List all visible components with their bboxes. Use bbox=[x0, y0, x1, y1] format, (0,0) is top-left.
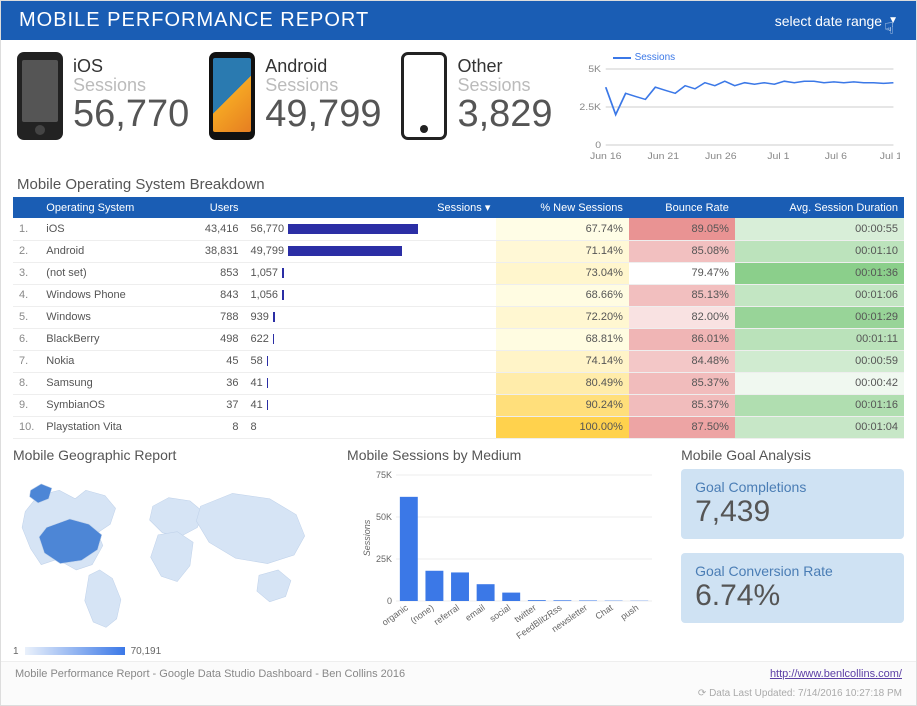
map-legend: 1 70,191 bbox=[13, 646, 335, 657]
table-row[interactable]: 2.Android38,83149,79971.14%85.08%00:01:1… bbox=[13, 240, 904, 262]
kpi-android-label: Android bbox=[265, 57, 381, 76]
data-updated-text: Data Last Updated: 7/14/2016 10:27:18 PM bbox=[709, 688, 902, 699]
table-row[interactable]: 10.Playstation Vita88100.00%87.50%00:01:… bbox=[13, 416, 904, 438]
svg-text:social: social bbox=[488, 602, 513, 623]
column-header[interactable]: Users bbox=[181, 197, 245, 218]
kpi-row: iOS Sessions 56,770 Android Sessions 49,… bbox=[1, 40, 916, 172]
table-row[interactable]: 3.(not set)8531,05773.04%79.47%00:01:36 bbox=[13, 262, 904, 284]
table-row[interactable]: 5.Windows78893972.20%82.00%00:01:29 bbox=[13, 306, 904, 328]
report-container: MOBILE PERFORMANCE REPORT select date ra… bbox=[0, 0, 917, 706]
android-phone-icon bbox=[209, 52, 255, 140]
svg-text:(none): (none) bbox=[409, 602, 436, 625]
sessions-sparkline[interactable]: Sessions 0 2.5K 5K Jun 16 Jun 21 Jun 26 Jul 1 J… bbox=[573, 52, 900, 166]
svg-text:2.5K: 2.5K bbox=[579, 103, 601, 113]
column-header[interactable]: Sessions ▾ bbox=[245, 197, 497, 218]
goal-completions-value: 7,439 bbox=[695, 495, 890, 529]
kpi-ios: iOS Sessions 56,770 bbox=[17, 52, 189, 140]
bottom-panels: Mobile Geographic Report 1 70,191 bbox=[1, 439, 916, 661]
svg-text:0: 0 bbox=[387, 596, 392, 606]
svg-text:Jul 6: Jul 6 bbox=[824, 152, 847, 162]
column-header[interactable]: Avg. Session Duration bbox=[735, 197, 904, 218]
table-row[interactable]: 6.BlackBerry49862268.81%86.01%00:01:11 bbox=[13, 328, 904, 350]
footer-text: Mobile Performance Report - Google Data … bbox=[15, 668, 405, 680]
chevron-down-icon: ▼ bbox=[888, 15, 898, 26]
goals-title: Mobile Goal Analysis bbox=[681, 447, 904, 463]
table-row[interactable]: 4.Windows Phone8431,05668.66%85.13%00:01… bbox=[13, 284, 904, 306]
medium-title: Mobile Sessions by Medium bbox=[347, 447, 669, 463]
column-header[interactable] bbox=[13, 197, 40, 218]
sparkline-legend: Sessions bbox=[613, 52, 900, 63]
kpi-other: Other Sessions 3,829 bbox=[401, 52, 552, 140]
svg-text:Jun 21: Jun 21 bbox=[647, 152, 679, 162]
footer-link[interactable]: http://www.benlcollins.com/ bbox=[770, 668, 902, 680]
iphone-icon bbox=[17, 52, 63, 140]
table-row[interactable]: 8.Samsung364180.49%85.37%00:00:42 bbox=[13, 372, 904, 394]
map-legend-min: 1 bbox=[13, 646, 19, 657]
svg-text:push: push bbox=[619, 602, 641, 621]
svg-text:25K: 25K bbox=[376, 554, 392, 564]
gradient-icon bbox=[25, 647, 125, 655]
column-header[interactable]: % New Sessions bbox=[496, 197, 629, 218]
kpi-android: Android Sessions 49,799 bbox=[209, 52, 381, 140]
goal-conversion-value: 6.74% bbox=[695, 579, 890, 613]
sparkline-legend-label: Sessions bbox=[635, 52, 676, 63]
os-breakdown-table: Operating SystemUsersSessions ▾% New Ses… bbox=[13, 197, 904, 439]
goal-conversion-card: Goal Conversion Rate 6.74% bbox=[681, 553, 904, 623]
kpi-ios-value: 56,770 bbox=[73, 95, 189, 135]
goals-panel: Mobile Goal Analysis Goal Completions 7,… bbox=[681, 447, 904, 657]
date-range-selector[interactable]: select date range ▼ bbox=[775, 13, 898, 29]
svg-text:organic: organic bbox=[380, 602, 410, 627]
goal-conversion-label: Goal Conversion Rate bbox=[695, 563, 890, 579]
geo-panel[interactable]: Mobile Geographic Report 1 70,191 bbox=[13, 447, 335, 657]
goal-completions-card: Goal Completions 7,439 bbox=[681, 469, 904, 539]
goal-completions-label: Goal Completions bbox=[695, 479, 890, 495]
svg-text:Chat: Chat bbox=[593, 602, 615, 621]
geo-title: Mobile Geographic Report bbox=[13, 447, 335, 463]
date-range-label: select date range bbox=[775, 13, 882, 29]
kpi-ios-label: iOS bbox=[73, 57, 189, 76]
data-updated: ⟳ Data Last Updated: 7/14/2016 10:27:18 … bbox=[1, 686, 916, 705]
line-swatch-icon bbox=[613, 57, 631, 59]
table-row[interactable]: 7.Nokia455874.14%84.48%00:00:59 bbox=[13, 350, 904, 372]
breakdown-title: Mobile Operating System Breakdown bbox=[1, 172, 916, 197]
report-title: MOBILE PERFORMANCE REPORT bbox=[19, 9, 369, 32]
svg-text:5K: 5K bbox=[588, 65, 601, 75]
generic-phone-icon bbox=[401, 52, 447, 140]
kpi-android-value: 49,799 bbox=[265, 95, 381, 135]
svg-text:50K: 50K bbox=[376, 512, 392, 522]
svg-text:Jun 16: Jun 16 bbox=[590, 152, 622, 162]
table-row[interactable]: 1.iOS43,41656,77067.74%89.05%00:00:55 bbox=[13, 218, 904, 240]
report-footer: Mobile Performance Report - Google Data … bbox=[1, 661, 916, 686]
svg-text:referral: referral bbox=[432, 602, 461, 627]
column-header[interactable]: Bounce Rate bbox=[629, 197, 735, 218]
svg-text:Jul 11: Jul 11 bbox=[879, 152, 900, 162]
medium-panel[interactable]: Mobile Sessions by Medium 0 25K 50K 75K Sess… bbox=[347, 447, 669, 657]
svg-text:email: email bbox=[463, 602, 486, 623]
kpi-other-value: 3,829 bbox=[457, 95, 552, 135]
svg-text:0: 0 bbox=[595, 141, 601, 151]
kpi-other-label: Other bbox=[457, 57, 552, 76]
table-row[interactable]: 9.SymbianOS374190.24%85.37%00:01:16 bbox=[13, 394, 904, 416]
svg-text:Jul 1: Jul 1 bbox=[767, 152, 789, 162]
world-map bbox=[13, 469, 335, 639]
report-header: MOBILE PERFORMANCE REPORT select date ra… bbox=[1, 1, 916, 40]
svg-text:Sessions: Sessions bbox=[362, 519, 372, 556]
column-header[interactable]: Operating System bbox=[40, 197, 180, 218]
svg-text:Jun 26: Jun 26 bbox=[705, 152, 737, 162]
svg-text:75K: 75K bbox=[376, 470, 392, 480]
map-legend-max: 70,191 bbox=[131, 646, 162, 657]
